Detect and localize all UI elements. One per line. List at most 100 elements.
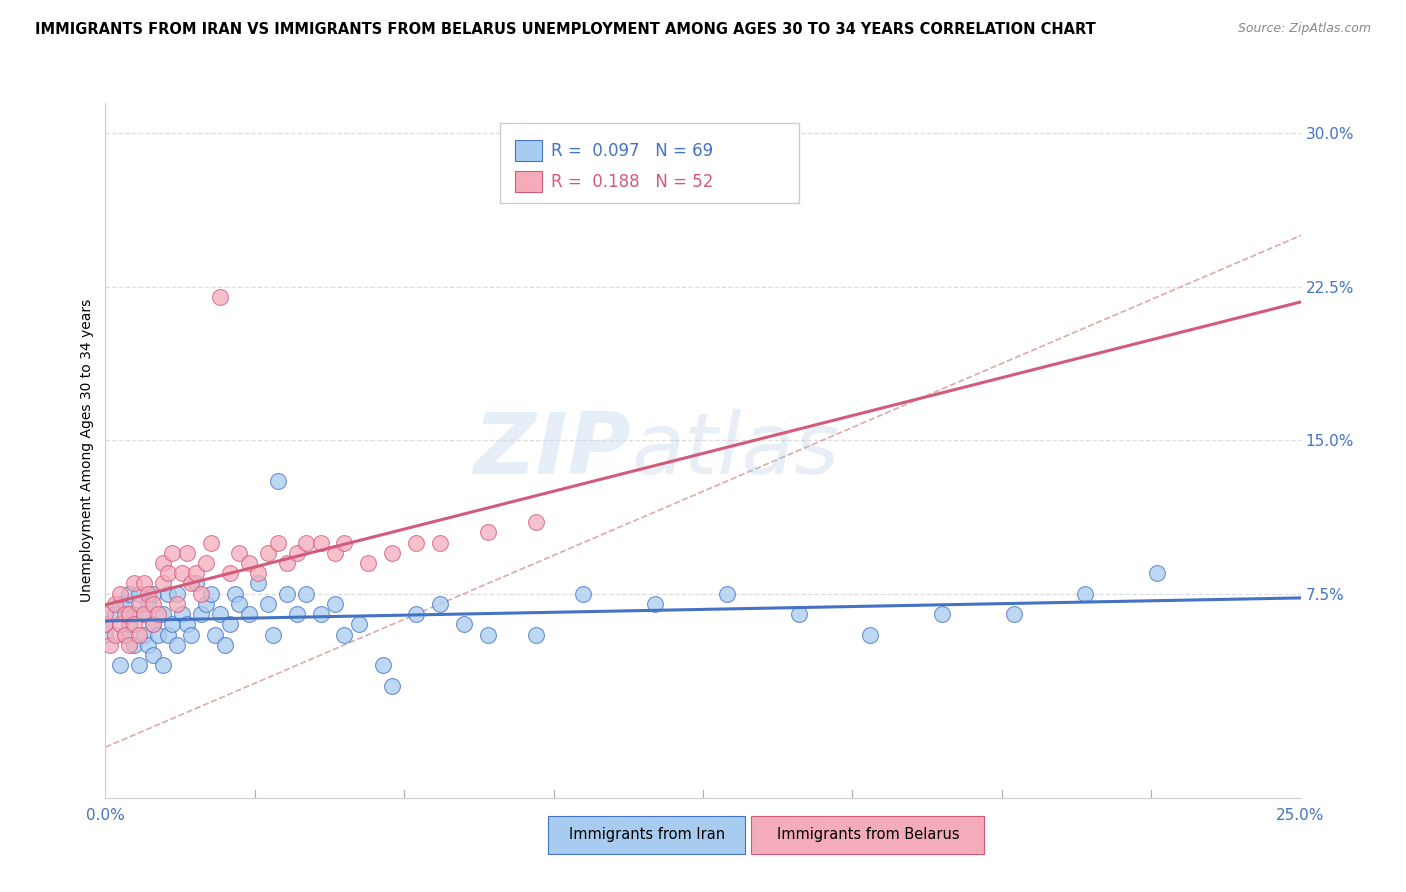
Point	[247, 566, 270, 581]
Point	[381, 546, 404, 560]
Point	[247, 576, 270, 591]
Point	[128, 587, 150, 601]
Point	[371, 658, 394, 673]
FancyBboxPatch shape	[516, 171, 541, 192]
Point	[162, 617, 184, 632]
Point	[1146, 566, 1168, 581]
Point	[128, 627, 150, 641]
Point	[142, 597, 165, 611]
Point	[138, 597, 160, 611]
Point	[146, 627, 169, 641]
Point	[194, 556, 217, 570]
Point	[132, 576, 155, 591]
FancyBboxPatch shape	[751, 815, 984, 854]
Point	[156, 627, 179, 641]
Point	[170, 566, 193, 581]
Point	[323, 597, 346, 611]
Point	[295, 587, 318, 601]
Point	[186, 566, 208, 581]
Point	[429, 535, 451, 549]
Point	[381, 679, 404, 693]
Point	[180, 627, 202, 641]
Point	[138, 587, 160, 601]
Point	[170, 607, 193, 622]
Point	[1074, 587, 1097, 601]
Point	[176, 546, 198, 560]
Point	[257, 546, 280, 560]
Point	[104, 607, 127, 622]
Point	[118, 617, 141, 632]
Point	[190, 587, 212, 601]
Point	[186, 576, 208, 591]
Point	[276, 556, 298, 570]
FancyBboxPatch shape	[501, 123, 799, 203]
Point	[429, 597, 451, 611]
Text: Source: ZipAtlas.com: Source: ZipAtlas.com	[1237, 22, 1371, 36]
Point	[572, 587, 595, 601]
Point	[176, 617, 198, 632]
Point	[295, 535, 318, 549]
Point	[209, 290, 232, 304]
Point	[128, 597, 150, 611]
Point	[94, 607, 117, 622]
Point	[477, 627, 499, 641]
Text: Immigrants from Belarus: Immigrants from Belarus	[776, 827, 959, 842]
Point	[108, 617, 131, 632]
Point	[257, 597, 280, 611]
Point	[118, 607, 141, 622]
Point	[859, 627, 882, 641]
Point	[931, 607, 953, 622]
Point	[1002, 607, 1025, 622]
Point	[405, 535, 427, 549]
Point	[156, 587, 179, 601]
Point	[238, 556, 260, 570]
Point	[180, 576, 202, 591]
Point	[218, 566, 240, 581]
Point	[128, 658, 150, 673]
Point	[142, 617, 165, 632]
Text: R =  0.097   N = 69: R = 0.097 N = 69	[551, 142, 713, 160]
Point	[108, 597, 131, 611]
Point	[104, 597, 127, 611]
Point	[323, 546, 346, 560]
FancyBboxPatch shape	[516, 141, 541, 161]
Point	[477, 525, 499, 540]
Point	[132, 607, 155, 622]
Point	[787, 607, 810, 622]
Point	[108, 658, 131, 673]
Point	[347, 617, 370, 632]
Point	[453, 617, 475, 632]
Text: Immigrants from Iran: Immigrants from Iran	[569, 827, 725, 842]
Point	[152, 576, 174, 591]
Y-axis label: Unemployment Among Ages 30 to 34 years: Unemployment Among Ages 30 to 34 years	[80, 299, 94, 602]
Point	[333, 535, 356, 549]
Point	[266, 474, 288, 488]
Point	[142, 648, 165, 662]
Point	[132, 607, 155, 622]
Point	[276, 587, 298, 601]
Point	[152, 658, 174, 673]
Point	[228, 597, 250, 611]
Point	[190, 607, 212, 622]
Point	[104, 627, 127, 641]
Point	[122, 607, 145, 622]
FancyBboxPatch shape	[547, 815, 745, 854]
Point	[94, 627, 117, 641]
Point	[114, 607, 136, 622]
Point	[132, 627, 155, 641]
Point	[122, 617, 145, 632]
Point	[166, 638, 188, 652]
Point	[218, 617, 240, 632]
Point	[200, 587, 222, 601]
Text: atlas: atlas	[631, 409, 839, 492]
Point	[146, 607, 169, 622]
Point	[266, 535, 288, 549]
Point	[118, 638, 141, 652]
Point	[166, 587, 188, 601]
Point	[152, 556, 174, 570]
Point	[142, 617, 165, 632]
Point	[156, 566, 179, 581]
Point	[209, 607, 232, 622]
Text: IMMIGRANTS FROM IRAN VS IMMIGRANTS FROM BELARUS UNEMPLOYMENT AMONG AGES 30 TO 34: IMMIGRANTS FROM IRAN VS IMMIGRANTS FROM …	[35, 22, 1095, 37]
Point	[114, 627, 136, 641]
